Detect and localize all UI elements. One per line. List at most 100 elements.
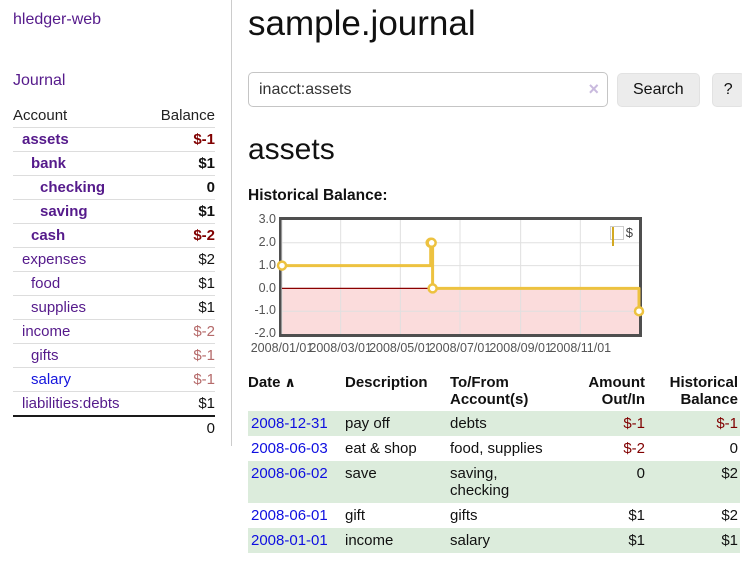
search-button[interactable]: Search <box>617 72 700 107</box>
transaction-description: save <box>345 465 377 483</box>
table-row: 2008-06-01 gift gifts $1 $2 <box>248 503 740 528</box>
chart-plot-area[interactable]: $ <box>276 217 645 338</box>
account-link[interactable]: gifts <box>31 347 59 364</box>
account-balance: $1 <box>198 299 215 316</box>
y-axis-tick-label: -2.0 <box>254 326 276 341</box>
account-link[interactable]: income <box>22 323 71 340</box>
account-link[interactable]: checking <box>40 179 106 196</box>
account-balance: $-1 <box>193 131 215 148</box>
transaction-balance: $2 <box>721 465 738 483</box>
account-link[interactable]: supplies <box>31 299 87 316</box>
transaction-balance: $-1 <box>716 415 738 433</box>
account-link[interactable]: saving <box>40 203 88 220</box>
register-table: Date ∧ Description To/From Account(s) Amo… <box>248 371 740 554</box>
x-axis-tick-label: 2008/11/01 <box>549 341 612 356</box>
account-balance: 0 <box>206 179 215 196</box>
register-header-accounts: To/From Account(s) <box>450 374 529 409</box>
account-link[interactable]: liabilities:debts <box>22 395 120 412</box>
transaction-date-link[interactable]: 2008-06-03 <box>251 440 328 458</box>
register-header-description: Description <box>345 374 428 392</box>
account-row: saving $1 <box>13 199 215 224</box>
account-link[interactable]: food <box>31 275 61 292</box>
data-point-marker <box>633 306 645 317</box>
transaction-amount: 0 <box>636 465 645 483</box>
chart-legend: $ <box>608 224 634 246</box>
balance-chart: 3.0 2.0 1.0 0.0 -1.0 -2.0 $ 2008/01/01 2008/03… <box>248 212 648 356</box>
account-balance: $1 <box>198 275 215 292</box>
accounts-total-value: 0 <box>206 420 215 437</box>
search-form: × Search ? <box>248 72 742 108</box>
x-axis-tick-label: 2008/09/01 <box>489 341 552 356</box>
transaction-description: pay off <box>345 415 390 433</box>
account-row: expenses $2 <box>13 247 215 272</box>
main-content: sample.journal × Search ? assets Histori… <box>248 0 742 554</box>
accounts-table: Account Balance assets $-1 bank $1 checking 0… <box>13 104 215 440</box>
search-input[interactable] <box>248 72 608 108</box>
table-row: 2008-06-02 save saving, checking 0 $2 <box>248 461 740 504</box>
account-link[interactable]: cash <box>31 227 66 244</box>
transaction-date-link[interactable]: 2008-06-02 <box>251 465 328 483</box>
transaction-accounts: salary <box>450 532 491 550</box>
account-balance: $-2 <box>193 323 215 340</box>
register-header-date[interactable]: Date ∧ <box>248 374 296 392</box>
transaction-amount: $1 <box>628 507 645 525</box>
accounts-header-balance: Balance <box>160 107 215 124</box>
page-title: sample.journal <box>248 4 476 43</box>
sidebar: hledger-web Journal Account Balance asse… <box>0 0 232 446</box>
legend-label: $ <box>625 225 633 241</box>
transaction-accounts: gifts <box>450 507 478 525</box>
register-header-amount: Amount Out/In <box>588 374 645 409</box>
account-row: liabilities:debts $1 <box>13 391 215 417</box>
data-point-marker <box>427 283 438 294</box>
data-point-marker <box>426 237 437 249</box>
account-row: assets $-1 <box>13 127 215 152</box>
transaction-amount: $1 <box>628 532 645 550</box>
transaction-balance: 0 <box>729 440 738 458</box>
x-axis-tick-label: 2008/03/01 <box>309 341 372 356</box>
account-heading: assets <box>248 133 335 167</box>
transaction-accounts: food, supplies <box>450 440 543 458</box>
account-balance: $-1 <box>193 347 215 364</box>
accounts-total-row: 0 <box>13 416 215 440</box>
table-row: 2008-06-03 eat & shop food, supplies $-2 0 <box>248 436 740 461</box>
account-row: checking 0 <box>13 175 215 200</box>
accounts-header-account: Account <box>13 107 68 124</box>
transaction-description: eat & shop <box>345 440 417 458</box>
account-balance: $-1 <box>193 371 215 388</box>
transaction-balance: $1 <box>721 532 738 550</box>
transaction-accounts: debts <box>450 415 487 433</box>
legend-color-box <box>609 225 624 246</box>
sidebar-item-journal[interactable]: Journal <box>13 72 66 89</box>
y-axis-tick-label: 0.0 <box>258 280 276 295</box>
data-point-marker <box>276 260 288 272</box>
y-axis-tick-label: 3.0 <box>258 212 276 227</box>
account-balance: $1 <box>198 395 215 412</box>
transaction-description: income <box>345 532 394 550</box>
account-row: income $-2 <box>13 319 215 344</box>
account-link[interactable]: salary <box>31 371 72 388</box>
clear-search-icon[interactable]: × <box>588 79 599 100</box>
account-row: cash $-2 <box>13 223 215 248</box>
y-axis-tick-label: 1.0 <box>258 257 276 272</box>
register-header-balance: Historical Balance <box>669 374 738 409</box>
transaction-amount: $-1 <box>623 415 645 433</box>
transaction-amount: $-2 <box>623 440 645 458</box>
transaction-description: gift <box>345 507 366 525</box>
x-axis-tick-label: 2008/05/01 <box>369 341 432 356</box>
y-axis-tick-label: -1.0 <box>254 303 276 318</box>
transaction-date-link[interactable]: 2008-12-31 <box>251 415 328 433</box>
transaction-date-link[interactable]: 2008-01-01 <box>251 532 328 550</box>
transaction-date-link[interactable]: 2008-06-01 <box>251 507 328 525</box>
account-row: bank $1 <box>13 151 215 176</box>
app-brand-link[interactable]: hledger-web <box>13 11 102 28</box>
table-row: 2008-01-01 income salary $1 $1 <box>248 528 740 554</box>
x-axis-tick-label: 2008/07/01 <box>428 341 492 356</box>
account-row: food $1 <box>13 271 215 296</box>
account-balance: $1 <box>198 155 215 172</box>
account-link[interactable]: assets <box>22 131 69 148</box>
table-row: 2008-12-31 pay off debts $-1 $-1 <box>248 411 740 437</box>
account-link[interactable]: bank <box>31 155 67 172</box>
x-axis-tick-label: 2008/01/01 <box>250 341 314 356</box>
help-button[interactable]: ? <box>711 72 742 107</box>
account-link[interactable]: expenses <box>22 251 87 268</box>
